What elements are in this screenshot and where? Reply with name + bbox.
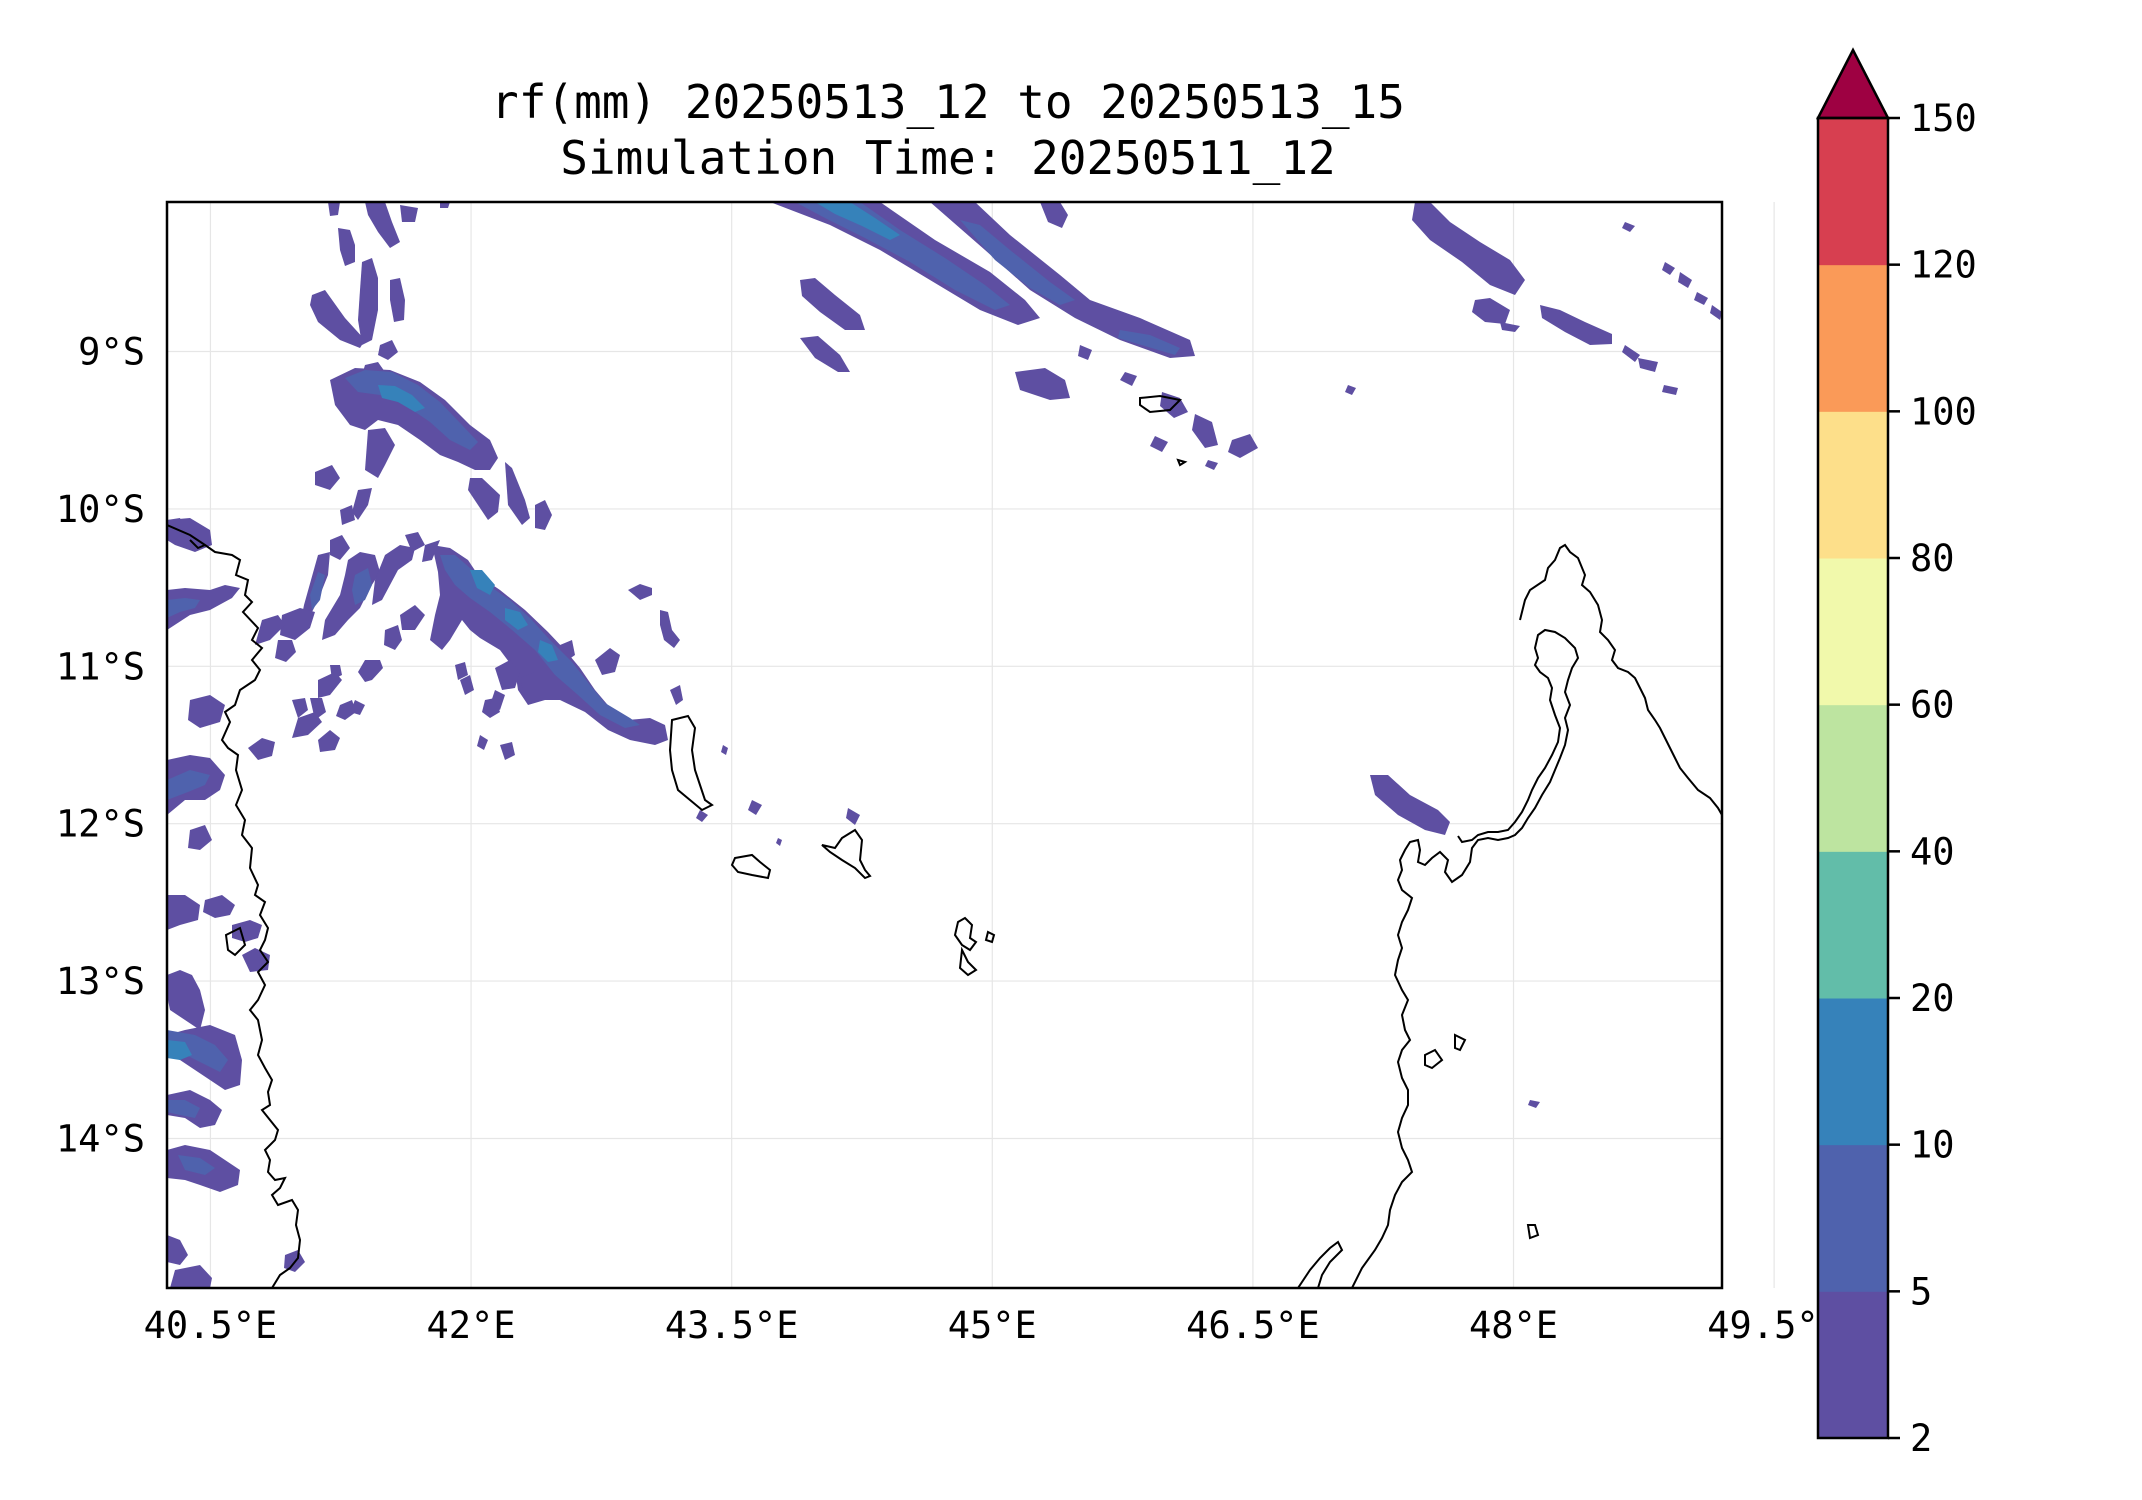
lon-tick-labels: 40.5°E 42°E 43.5°E 45°E 46.5°E 48°E 49.5°E xyxy=(144,1304,1841,1347)
colorbar-segment xyxy=(1818,1144,1888,1292)
lon-tick-label: 40.5°E xyxy=(144,1304,278,1347)
colorbar: 2 5 10 20 40 60 80 100 120 150 xyxy=(1815,47,1977,1460)
colorbar-tick-label: 80 xyxy=(1910,537,1955,580)
colorbar-tick-label: 2 xyxy=(1910,1417,1932,1460)
colorbar-segment xyxy=(1818,1291,1888,1439)
coastlines xyxy=(167,394,1722,1288)
rain-bands-10-20mm xyxy=(167,202,900,1060)
lat-tick-labels: 9°S 10°S 11°S 12°S 13°S 14°S xyxy=(56,331,145,1161)
lat-tick-label: 13°S xyxy=(56,960,145,1003)
colorbar-tick-label: 120 xyxy=(1910,244,1977,287)
colorbar-tick-label: 5 xyxy=(1910,1270,1932,1313)
colorbar-tick-label: 100 xyxy=(1910,390,1977,433)
colorbar-segment xyxy=(1818,411,1888,559)
colorbar-tick-label: 20 xyxy=(1910,977,1955,1020)
title-line-1: rf(mm) 20250513_12 to 20250513_15 xyxy=(491,75,1405,129)
map-frame xyxy=(165,200,1724,1290)
lat-tick-label: 11°S xyxy=(56,645,145,688)
colorbar-segment xyxy=(1818,558,1888,706)
lat-tick-label: 9°S xyxy=(78,331,145,374)
lon-tick-label: 45°E xyxy=(948,1304,1037,1347)
lon-tick-label: 42°E xyxy=(426,1304,515,1347)
colorbar-tick-label: 10 xyxy=(1910,1124,1955,1167)
colorbar-frame xyxy=(1816,116,1890,1440)
gridlines xyxy=(167,202,1775,1288)
colorbar-segment xyxy=(1818,264,1888,412)
colorbar-tick-label: 40 xyxy=(1910,830,1955,873)
colorbar-segment xyxy=(1818,998,1888,1146)
colorbar-segment xyxy=(1818,704,1888,852)
title-line-2: Simulation Time: 20250511_12 xyxy=(560,131,1335,185)
colorbar-segment xyxy=(1818,851,1888,999)
colorbar-tick-label: 60 xyxy=(1910,684,1955,727)
colorbar-tick-label: 150 xyxy=(1910,97,1977,140)
lon-tick-label: 46.5°E xyxy=(1186,1304,1320,1347)
lat-tick-label: 14°S xyxy=(56,1117,145,1160)
colorbar-segment xyxy=(1818,118,1888,266)
lon-tick-label: 43.5°E xyxy=(665,1304,799,1347)
lat-tick-label: 10°S xyxy=(56,488,145,531)
lon-tick-label: 48°E xyxy=(1469,1304,1558,1347)
lat-tick-label: 12°S xyxy=(56,803,145,846)
map-background xyxy=(167,202,1722,1288)
colorbar-extend-arrow xyxy=(1815,47,1891,120)
